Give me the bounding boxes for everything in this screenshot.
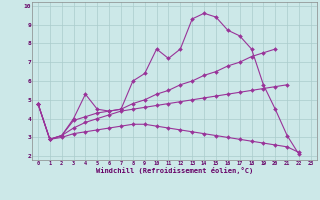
- X-axis label: Windchill (Refroidissement éolien,°C): Windchill (Refroidissement éolien,°C): [96, 167, 253, 174]
